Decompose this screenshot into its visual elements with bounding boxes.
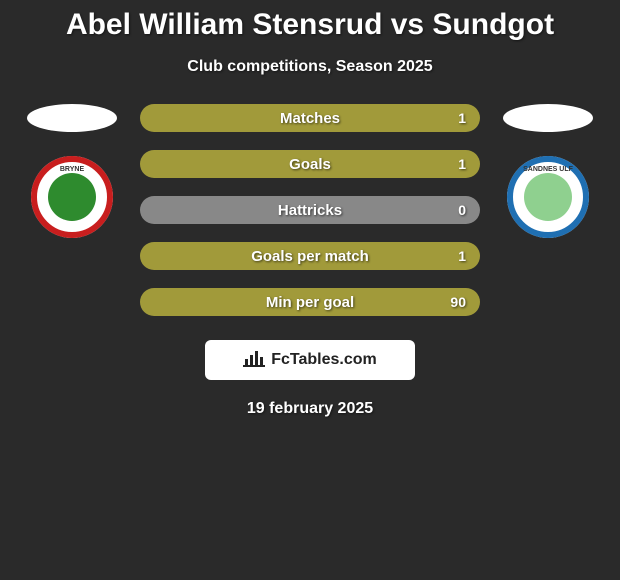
stat-label: Goals bbox=[289, 156, 331, 173]
subtitle: Club competitions, Season 2025 bbox=[0, 58, 620, 76]
date-label: 19 february 2025 bbox=[0, 400, 620, 418]
right-column: SANDNES ULF bbox=[498, 104, 598, 238]
stat-bar: Goals per match 1 bbox=[140, 242, 480, 270]
stat-label: Min per goal bbox=[266, 294, 354, 311]
brand-badge[interactable]: FcTables.com bbox=[205, 340, 415, 380]
chart-bar-icon bbox=[243, 349, 265, 372]
stat-bar: Hattricks 0 bbox=[140, 196, 480, 224]
stat-bar: Goals 1 bbox=[140, 150, 480, 178]
player-slot-left bbox=[27, 104, 117, 132]
stat-bar: Min per goal 90 bbox=[140, 288, 480, 316]
main-row: BRYNE Matches 1 Goals 1 Hattricks 0 Goals per … bbox=[0, 104, 620, 316]
comparison-card: Abel William Stensrud vs Sundgot Club co… bbox=[0, 0, 620, 418]
club-badge-left: BRYNE bbox=[31, 156, 113, 238]
club-badge-right: SANDNES ULF bbox=[507, 156, 589, 238]
stat-label: Goals per match bbox=[251, 248, 369, 265]
left-column: BRYNE bbox=[22, 104, 122, 238]
stat-bar: Matches 1 bbox=[140, 104, 480, 132]
stat-value-right: 1 bbox=[458, 248, 466, 264]
svg-text:BRYNE: BRYNE bbox=[60, 166, 85, 173]
stat-label: Matches bbox=[280, 110, 340, 127]
stat-value-right: 0 bbox=[458, 202, 466, 218]
stat-value-right: 1 bbox=[458, 156, 466, 172]
brand-text: FcTables.com bbox=[271, 351, 377, 369]
stat-value-right: 90 bbox=[450, 294, 466, 310]
player-slot-right bbox=[503, 104, 593, 132]
page-title: Abel William Stensrud vs Sundgot bbox=[0, 8, 620, 42]
stat-label: Hattricks bbox=[278, 202, 342, 219]
svg-text:SANDNES ULF: SANDNES ULF bbox=[523, 166, 574, 173]
stats-bars: Matches 1 Goals 1 Hattricks 0 Goals per match 1… bbox=[140, 104, 480, 316]
stat-value-right: 1 bbox=[458, 110, 466, 126]
